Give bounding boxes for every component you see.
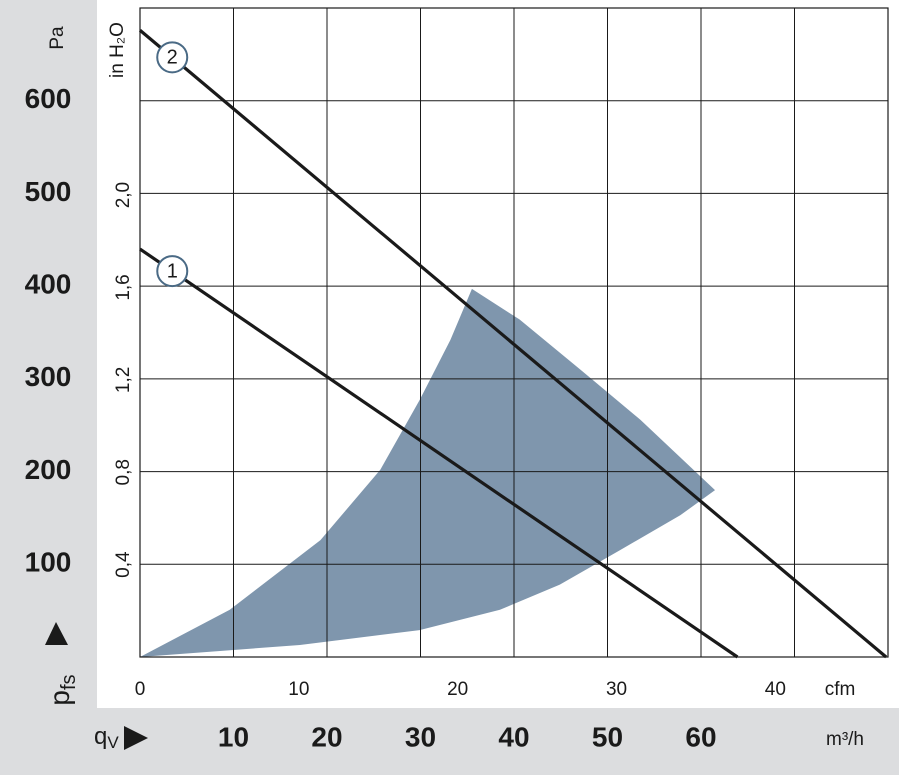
y2-unit: in H₂O [107, 22, 128, 78]
plot: 12 [138, 7, 889, 659]
x2-tick-label: 10 [288, 679, 309, 700]
x2-tick-label: 40 [765, 679, 786, 700]
y-label: pfs [44, 674, 80, 705]
y2-tick-label: 1,6 [113, 274, 134, 300]
x-unit: m³/h [826, 729, 864, 750]
x-tick-label: 40 [498, 721, 529, 752]
y-tick-label: 200 [25, 454, 72, 485]
x2-tick-label: 30 [606, 679, 627, 700]
y2-tick-label: 1,2 [113, 367, 134, 393]
curve-label: 2 [167, 47, 178, 69]
curve [139, 247, 739, 659]
y-tick-label: 400 [25, 269, 72, 300]
y-tick-label: 500 [25, 176, 72, 207]
y-unit: Pa [47, 26, 68, 50]
left-band [0, 0, 97, 775]
x2-unit: cfm [825, 679, 856, 700]
y-tick-label: 100 [25, 547, 72, 578]
plot-border [139, 7, 889, 658]
x-tick-label: 10 [218, 721, 249, 752]
x-tick-label: 30 [405, 721, 436, 752]
x2-tick-label: 20 [447, 679, 468, 700]
operating-region [140, 288, 716, 657]
y-tick-label: 300 [25, 361, 72, 392]
bottom-band [0, 708, 899, 775]
x-arrow [124, 726, 148, 750]
curve-marker [156, 41, 189, 74]
curve-label: 1 [167, 260, 178, 282]
curve-marker [156, 255, 189, 288]
x-tick-label: 60 [685, 721, 716, 752]
y2-tick-label: 0,4 [113, 551, 134, 578]
curve [138, 29, 888, 659]
y2-tick-label: 2,0 [113, 182, 134, 208]
x-tick-label: 20 [311, 721, 342, 752]
y2-tick-label: 0,8 [113, 459, 134, 485]
x2-tick-label: 0 [135, 679, 146, 700]
y-tick-label: 600 [25, 83, 72, 114]
y-arrow [45, 622, 68, 645]
x-tick-label: 50 [592, 721, 623, 752]
x-label: qV [94, 723, 119, 752]
